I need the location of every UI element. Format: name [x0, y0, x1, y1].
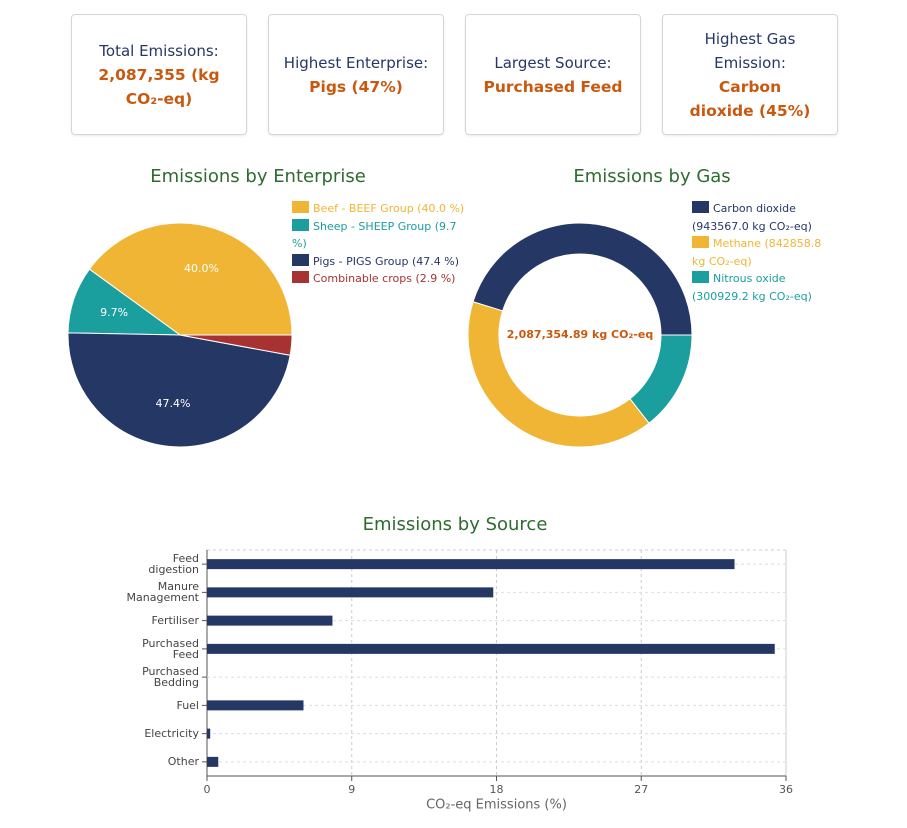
y-tick-label: Fuel	[176, 698, 199, 712]
slice	[467, 301, 650, 448]
card-label: Total Emissions:	[99, 41, 219, 60]
summary-card: Total Emissions: 2,087,355 (kg CO₂-eq)	[71, 14, 247, 135]
legend-swatch	[292, 271, 309, 283]
y-tick-label: Fertiliser	[151, 614, 199, 628]
legend-label: Beef - BEEF Group (40.0 %)	[313, 202, 465, 215]
bar	[207, 643, 775, 654]
summary-card: Highest Gas Emission: Carbon dioxide (45…	[662, 14, 838, 135]
slice	[629, 334, 693, 424]
legend-label: Nitrous oxide (300929.2 kg CO₂-eq)	[692, 272, 812, 303]
card-value: Pigs (47%)	[309, 77, 403, 96]
legend-swatch	[292, 218, 309, 231]
summary-card: Largest Source: Purchased Feed	[465, 14, 641, 135]
card-value: 2,087,355 (kg CO₂-eq)	[98, 65, 220, 108]
x-axis-label: CO₂-eq Emissions (%)	[426, 798, 567, 813]
bar	[207, 700, 304, 711]
center-label: 2,087,354.89 kg CO₂-eq	[507, 328, 653, 341]
card-label: Highest Enterprise:	[283, 53, 429, 72]
bar	[207, 587, 494, 598]
bar	[207, 615, 333, 626]
y-tick-label: Other	[167, 755, 199, 769]
legend-item: Carbon dioxide (943567.0 kg CO₂-eq)	[692, 200, 834, 235]
legend-item: Methane (842858.8 kg CO₂-eq)	[692, 235, 834, 270]
legend-label: Sheep - SHEEP Group (9.7 %)	[292, 219, 457, 251]
card-label: Largest Source:	[494, 53, 612, 72]
card-value: Carbon dioxide (45%)	[689, 77, 811, 120]
legend-swatch	[692, 271, 709, 283]
legend-swatch	[692, 201, 709, 213]
chart-title: Emissions by Gas	[573, 166, 731, 187]
legend-swatch	[292, 253, 309, 266]
legend: Beef - BEEF Group (40.0 %) Sheep - SHEEP …	[292, 200, 474, 288]
legend-item: Beef - BEEF Group (40.0 %)	[292, 200, 474, 218]
slice-label: 47.4%	[156, 397, 191, 410]
legend-label: Pigs - PIGS Group (47.4 %)	[313, 254, 460, 268]
bar	[207, 559, 735, 570]
slice	[179, 334, 293, 356]
legend-item: Combinable crops (2.9 %)	[292, 270, 474, 288]
slice-label: 40.0%	[184, 262, 219, 275]
legend-item: Nitrous oxide (300929.2 kg CO₂-eq)	[692, 270, 834, 305]
x-tick-label: 36	[779, 783, 793, 796]
legend-item: Sheep - SHEEP Group (9.7 %)	[292, 218, 474, 253]
slice-label: 9.7%	[100, 306, 128, 319]
slice	[88, 222, 293, 336]
slice	[472, 222, 693, 336]
bar	[207, 756, 219, 767]
summary-card: Highest Enterprise: Pigs (47%)	[268, 14, 444, 135]
y-tick-label: Manure Management	[126, 580, 199, 605]
card-value: Purchased Feed	[483, 77, 623, 96]
y-tick-label: Feed digestion	[148, 552, 199, 577]
y-tick-label: Purchased Bedding	[142, 665, 199, 690]
legend-label: Methane (842858.8 kg CO₂-eq)	[692, 237, 822, 268]
x-tick-label: 27	[634, 783, 648, 796]
y-tick-label: Electricity	[144, 727, 199, 741]
legend-swatch	[692, 236, 709, 248]
x-tick-label: 0	[204, 783, 211, 796]
card-label: Highest Gas Emission:	[704, 29, 796, 72]
chart-title: Emissions by Enterprise	[150, 166, 366, 187]
y-tick-label: Purchased Feed	[142, 636, 199, 661]
x-tick-label: 9	[348, 783, 355, 796]
legend-label: Combinable crops (2.9 %)	[313, 272, 456, 285]
legend-label: Carbon dioxide (943567.0 kg CO₂-eq)	[692, 202, 812, 233]
legend-item: Pigs - PIGS Group (47.4 %)	[292, 253, 474, 271]
legend: Carbon dioxide (943567.0 kg CO₂-eq) Metha…	[692, 200, 834, 305]
bar	[207, 728, 211, 739]
chart-title: Emissions by Source	[362, 514, 548, 535]
legend-swatch	[292, 201, 309, 213]
x-tick-label: 18	[490, 783, 504, 796]
slice	[67, 332, 291, 448]
